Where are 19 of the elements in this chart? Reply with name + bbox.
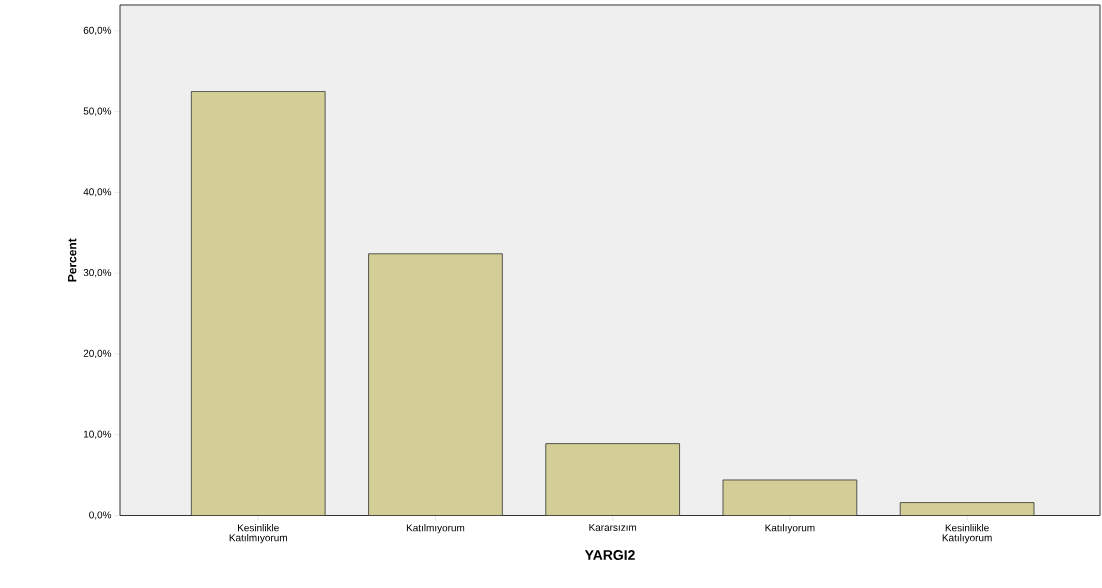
x-tick-label: Kesinliikle Katılıyorum: [942, 524, 992, 544]
bar: [722, 479, 858, 516]
bar: [368, 253, 503, 516]
bar: [190, 91, 326, 516]
y-tick-label: 20,0%: [83, 349, 112, 359]
y-tick-label: 0,0%: [89, 511, 112, 520]
bar: [545, 443, 680, 516]
y-axis-title: Percent: [68, 238, 77, 282]
bar: [899, 502, 1035, 516]
x-axis-title: YARGI2: [584, 550, 635, 560]
x-tick-label: Kararsızım: [589, 524, 637, 531]
y-tick-label: 10,0%: [84, 430, 112, 439]
x-tick-label: Katılıyorum: [765, 524, 815, 534]
y-tick-label: 40,0%: [83, 188, 112, 197]
y-tick-label: 50,0%: [83, 107, 112, 116]
y-tick-label: 30,0%: [83, 269, 112, 278]
x-tick-label: Kesinlikle Katılmıyorum: [229, 524, 287, 544]
x-tick-label: Katılmıyorum: [406, 524, 465, 534]
y-tick-label: 60,0%: [83, 26, 112, 35]
